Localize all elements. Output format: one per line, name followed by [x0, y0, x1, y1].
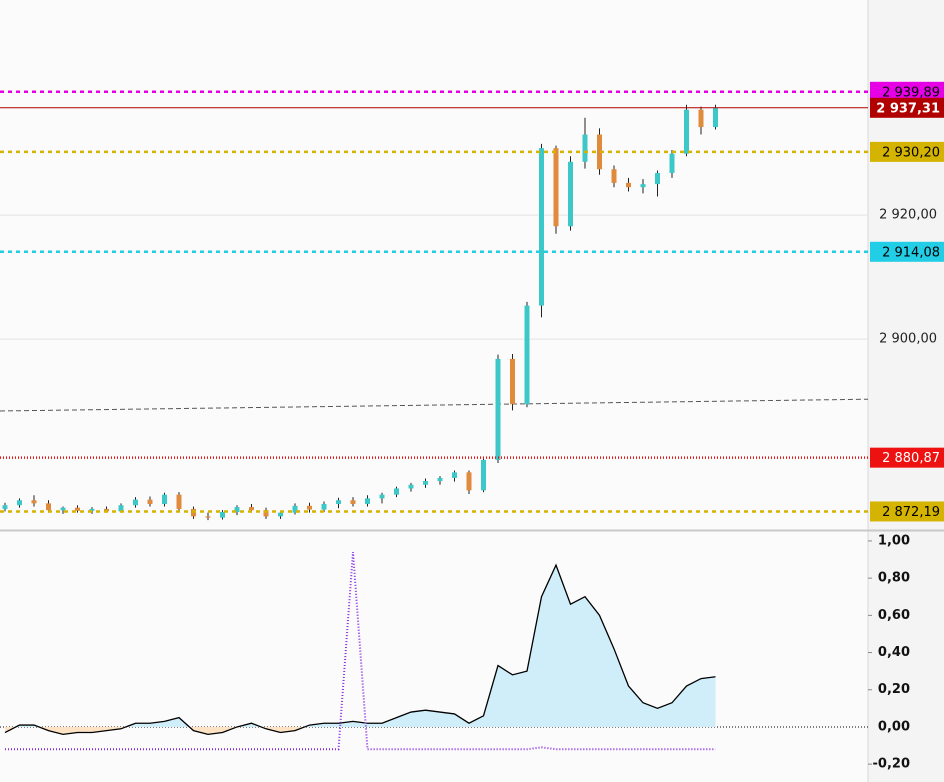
candle-body: [626, 182, 631, 188]
candle-body: [89, 508, 95, 511]
candle-body: [60, 507, 66, 511]
level-label: 2 930,20: [882, 145, 940, 160]
area-fill-negative: [5, 727, 305, 735]
candle-body: [31, 500, 37, 504]
candle-body: [408, 484, 414, 489]
candle-body: [539, 148, 544, 306]
candle-body: [17, 500, 22, 506]
y-tick-label: 1,00: [878, 533, 910, 548]
level-label-box: [870, 141, 944, 162]
candle-body: [669, 153, 675, 173]
y-tick-label: 2 920,00: [879, 208, 937, 223]
candle-body: [75, 507, 80, 511]
candle-body: [147, 499, 153, 504]
candle-body: [437, 477, 443, 482]
level-label: 2 914,08: [882, 245, 940, 260]
candle-body: [640, 184, 646, 188]
candle-body: [46, 503, 51, 511]
y-tick-label: 0,00: [878, 719, 910, 734]
candle-body: [597, 134, 602, 170]
plot-background: [0, 0, 868, 782]
candle-body: [481, 459, 486, 491]
candle-body: [350, 500, 356, 504]
level-label-box: [870, 447, 944, 468]
candle-body: [423, 481, 428, 485]
level-label-box: [870, 97, 944, 118]
level-label: 2 880,87: [882, 451, 940, 466]
level-label: 2 939,89: [882, 85, 940, 100]
trend-line: [0, 398, 869, 412]
candle-body: [133, 499, 138, 506]
candle-body: [611, 169, 617, 183]
candle-body: [524, 305, 530, 405]
y-tick-label: 0,40: [878, 645, 910, 660]
level-label: 2 937,31: [876, 101, 940, 116]
indicator-line: [4, 563, 716, 736]
candle-body: [162, 494, 167, 504]
candle-body: [510, 358, 515, 405]
y-tick-label: 2 900,00: [879, 332, 937, 347]
y-tick-label: -0,20: [873, 757, 910, 772]
candle-body: [2, 505, 8, 509]
candle-body: [220, 512, 225, 518]
candle-body: [292, 505, 298, 513]
y-tick-label: 0,60: [878, 608, 910, 623]
level-label-box: [870, 81, 944, 102]
candle-body: [104, 508, 109, 512]
candle-body: [176, 494, 182, 509]
candle-body: [234, 507, 240, 513]
y-tick-label: 0,80: [878, 571, 910, 586]
candle-body: [249, 507, 254, 511]
candle-body: [684, 109, 689, 154]
candle-body: [205, 516, 211, 518]
candle-body: [655, 172, 660, 185]
candle-body: [452, 472, 457, 478]
indicator-line: [5, 552, 716, 751]
area-fill: [5, 565, 716, 727]
candle-body: [379, 494, 385, 499]
level-label-box: [870, 501, 944, 522]
candle-body: [495, 358, 501, 460]
candle-body: [698, 109, 704, 128]
candle-body: [466, 472, 472, 491]
candle-body: [365, 498, 370, 504]
candle-body: [582, 134, 588, 162]
level-label: 2 872,19: [882, 505, 940, 520]
level-label-box: [870, 241, 944, 262]
candle-body: [278, 512, 283, 517]
candle-body: [263, 510, 269, 517]
candle-body: [394, 488, 399, 495]
candle-body: [568, 161, 573, 227]
y-tick-label: 0,20: [878, 682, 910, 697]
axis-background: [868, 0, 944, 782]
candle-body: [118, 505, 124, 512]
candle-body: [336, 500, 341, 504]
candle-body: [321, 503, 327, 510]
candle-body: [553, 148, 559, 227]
candle-body: [307, 505, 312, 510]
candle-body: [713, 107, 718, 128]
